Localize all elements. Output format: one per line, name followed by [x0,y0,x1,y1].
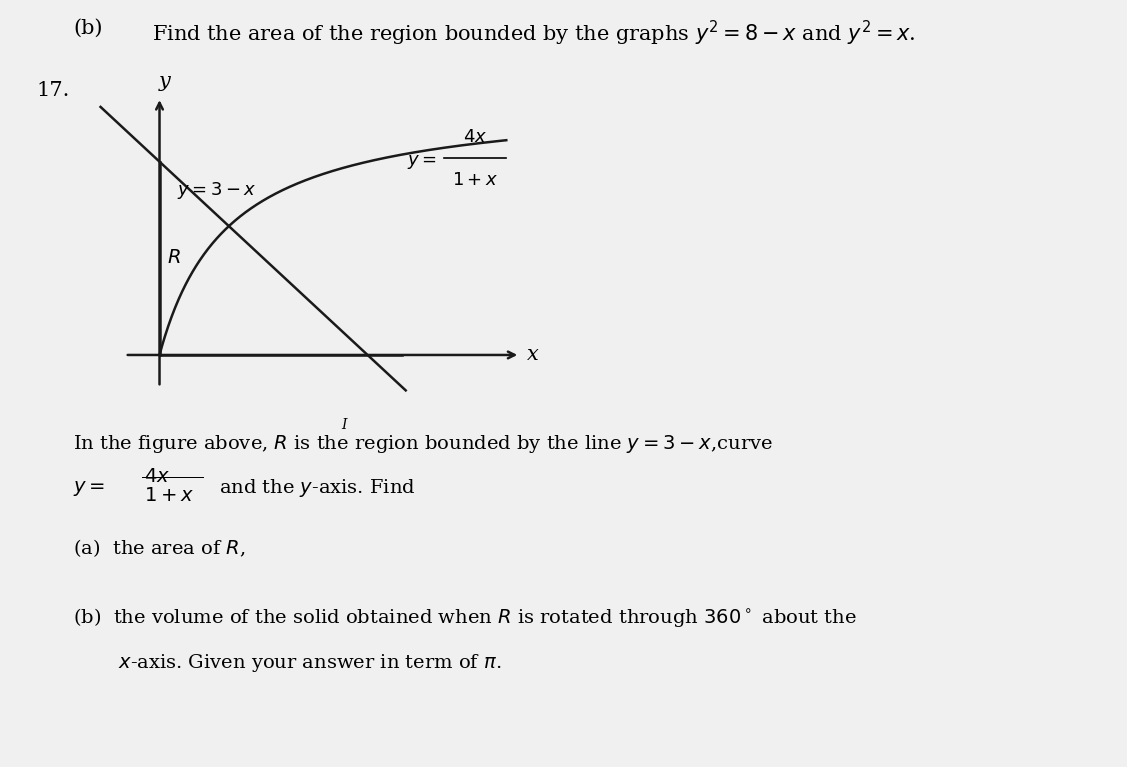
Text: y: y [159,72,171,91]
Text: $4x$: $4x$ [144,468,170,486]
Text: (a)  the area of $R$,: (a) the area of $R$, [73,537,246,558]
Text: $y=$: $y=$ [73,479,106,499]
Text: Find the area of the region bounded by the graphs $y^2=8-x$ and $y^2=x$.: Find the area of the region bounded by t… [152,19,916,48]
Text: $4x$: $4x$ [463,127,487,146]
Text: $x$-axis. Given your answer in term of $\pi$.: $x$-axis. Given your answer in term of $… [118,652,502,674]
Text: 17.: 17. [36,81,70,100]
Text: In the figure above, $R$ is the region bounded by the line $y=3-x$,curve: In the figure above, $R$ is the region b… [73,433,773,456]
Text: $y=3-x$: $y=3-x$ [177,180,257,201]
Text: $R$: $R$ [167,249,180,268]
Text: $y=$: $y=$ [407,153,437,171]
Text: $1+x$: $1+x$ [452,171,498,189]
Text: (b): (b) [73,19,103,38]
Text: I: I [341,418,346,432]
Text: and the $y$-axis. Find: and the $y$-axis. Find [219,477,415,499]
Text: $1+x$: $1+x$ [144,487,194,505]
Text: (b)  the volume of the solid obtained when $R$ is rotated through $360^\circ$ ab: (b) the volume of the solid obtained whe… [73,606,858,629]
Text: x: x [527,345,539,364]
